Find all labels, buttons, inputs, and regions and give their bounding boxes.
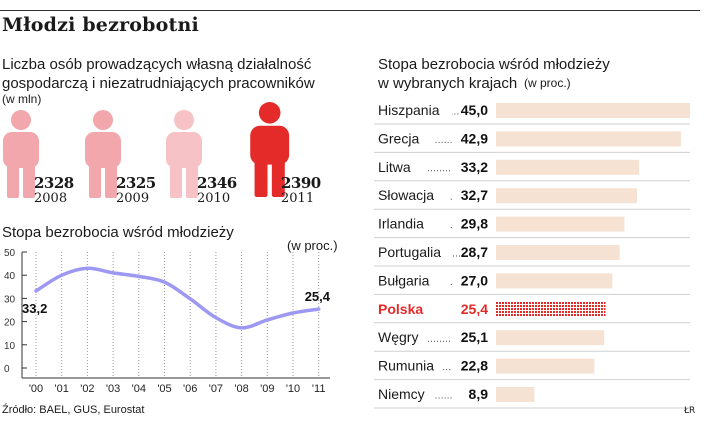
person-icon	[166, 110, 202, 198]
bar	[496, 330, 605, 346]
y-tick-label: 0	[4, 364, 10, 375]
x-tick-label: '04	[132, 383, 146, 395]
top-rule	[0, 10, 700, 11]
figures-unit: (w mln)	[2, 92, 42, 106]
data-point	[34, 289, 38, 293]
category-label: Niemcy	[378, 386, 425, 402]
value-label: 25,4	[461, 301, 488, 317]
value-label: 33,2	[461, 159, 488, 175]
x-tick-label: '03	[106, 383, 120, 395]
x-tick-label: '09	[260, 383, 274, 395]
figures-subtitle-line2: gospodarczą i niezatrudniających pracown…	[2, 75, 315, 92]
figure-value: 2328	[34, 174, 74, 192]
value-label: 28,7	[461, 244, 488, 260]
data-label: 33,2	[22, 301, 47, 316]
x-tick-label: '07	[209, 383, 223, 395]
line-chart: 0 10 20 30 40 50 '00 '01 '02 '03 '04 '05 '06 '07 '08 '0…	[4, 248, 331, 395]
value-label: 27,0	[461, 272, 488, 288]
value-label: 29,8	[461, 216, 488, 232]
bar	[496, 216, 625, 232]
figure-year: 2011	[281, 191, 315, 206]
bar	[496, 301, 606, 317]
bar	[496, 188, 637, 204]
x-tick-label: '00	[29, 383, 43, 395]
category-label: Węgry	[378, 329, 418, 345]
data-point	[291, 311, 295, 315]
category-label: Słowacja	[378, 187, 434, 203]
bar	[496, 358, 595, 374]
bar-chart-unit: (w proc.)	[524, 76, 571, 90]
line-chart-unit: (w proc.)	[287, 238, 338, 253]
series-line	[34, 266, 321, 330]
value-label: 8,9	[469, 386, 489, 402]
x-tick-label: '06	[183, 383, 197, 395]
source-note: Źródło: BAEL, GUS, Eurostat	[2, 404, 145, 416]
value-label: 25,1	[461, 329, 488, 345]
figures-subtitle-line1: Liczba osób prowadzących własną działaln…	[2, 56, 312, 73]
data-point	[317, 307, 321, 311]
page-title: Młodzi bezrobotni	[2, 14, 199, 36]
data-point	[240, 326, 244, 330]
x-tick-label: '11	[312, 383, 326, 395]
data-point	[111, 271, 115, 275]
bar-chart-subtitle-line2: w wybranych krajach	[378, 75, 518, 92]
figure-year: 2009	[116, 191, 150, 206]
person-icon	[85, 110, 121, 198]
x-tick-label: '05	[157, 383, 171, 395]
category-label: Hiszpania	[378, 102, 440, 118]
category-label: Rumunia	[378, 358, 434, 374]
figure-year: 2008	[34, 191, 68, 206]
value-label: 22,8	[461, 358, 488, 374]
line-chart-subtitle: Stopa bezrobocia wśród młodzieży	[2, 224, 234, 241]
figure-year: 2010	[197, 191, 231, 206]
value-label: 32,7	[461, 187, 488, 203]
x-tick-label: '08	[234, 383, 248, 395]
y-tick-label: 30	[4, 294, 16, 305]
y-tick-label: 20	[4, 318, 16, 329]
category-label: Grecja	[378, 130, 419, 146]
author-credit: ŁR	[684, 406, 696, 416]
bar	[496, 387, 535, 402]
data-point	[163, 280, 166, 284]
category-label: Irlandia	[378, 216, 424, 232]
data-point	[265, 318, 269, 322]
person-icon	[3, 110, 39, 198]
bar-chart: Hiszpania 45,0 Grecja 42,9 Litwa 33,2 Słowacja…	[374, 102, 690, 409]
figure-value: 2346	[197, 174, 237, 192]
y-tick-label: 10	[4, 341, 16, 352]
x-tick-label: '01	[55, 383, 69, 395]
data-point	[137, 274, 141, 278]
category-label: Portugalia	[378, 244, 441, 260]
category-label: Litwa	[378, 159, 411, 175]
data-point	[214, 316, 218, 320]
data-point	[60, 273, 64, 277]
category-label: Bułgaria	[378, 272, 430, 288]
bar-chart-subtitle-line1: Stopa bezrobocia wśród młodzieży	[378, 56, 610, 73]
data-label: 25,4	[305, 289, 331, 304]
bar	[496, 159, 640, 175]
value-label: 42,9	[461, 130, 488, 146]
data-point	[85, 266, 89, 270]
x-tick-label: '02	[80, 383, 94, 395]
people-figures: 2328 2008 2325 2009 2346 2010 2390 2011	[0, 100, 360, 215]
person-icon	[250, 102, 290, 198]
bar	[496, 245, 620, 260]
category-label: Polska	[378, 301, 423, 317]
figure-value: 2325	[116, 174, 156, 192]
bar	[496, 131, 681, 147]
bar	[496, 103, 690, 118]
x-tick-label: '10	[286, 383, 300, 395]
y-tick-label: 40	[4, 271, 16, 282]
data-point	[188, 297, 192, 301]
y-tick-label: 50	[4, 248, 16, 259]
value-label: 45,0	[461, 102, 488, 118]
bar	[496, 273, 613, 289]
figure-value: 2390	[281, 174, 321, 192]
